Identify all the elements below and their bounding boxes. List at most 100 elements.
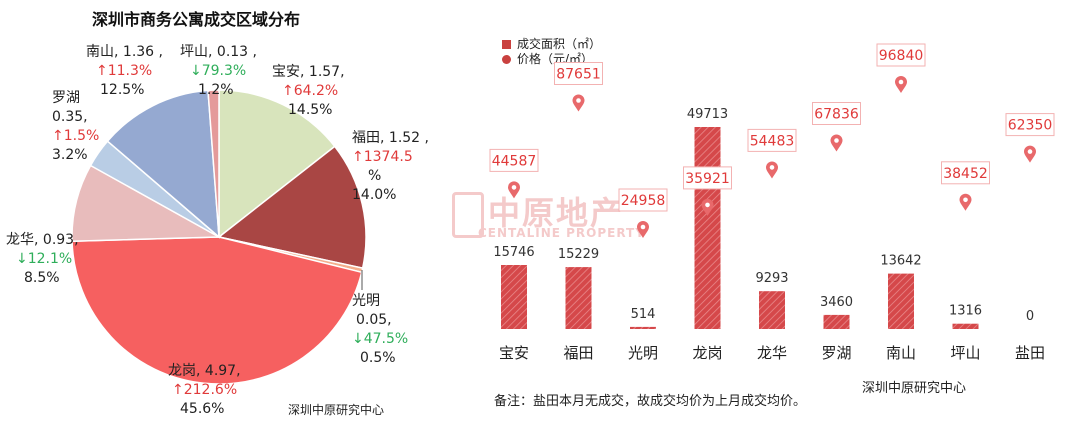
pie-label-futian-change-tail: % xyxy=(368,168,382,184)
category-label-7: 坪山 xyxy=(950,344,980,362)
price-marker-hole-6 xyxy=(898,79,904,85)
price-marker-hole-8 xyxy=(1027,149,1033,154)
pie-label-luohu-value: 0.35, xyxy=(52,109,88,125)
pie-label-guangming-change: ↓47.5% xyxy=(352,331,409,347)
pie-label-luohu-name: 罗湖 xyxy=(52,90,80,106)
pie-label-guangming-pct: 0.5% xyxy=(360,350,396,366)
price-marker-pin-6 xyxy=(895,76,907,93)
bar-4 xyxy=(759,291,785,329)
pie-label-longgang-name: 龙岗, 4.97, xyxy=(168,363,241,379)
price-label-box-5 xyxy=(812,102,861,125)
price-label-2: 24958 xyxy=(621,193,666,209)
price-marker-pin-7 xyxy=(959,193,972,211)
price-label-4: 54483 xyxy=(750,133,795,149)
bar-chart: 15746 宝安 44587 15229 福田 87651 514 光明 24958 49713 龙… xyxy=(489,43,1055,362)
price-marker-hole-7 xyxy=(963,197,968,203)
price-label-box-7 xyxy=(941,161,990,185)
pie-label-futian-change: ↑1374.5 xyxy=(352,149,413,165)
price-label-5: 67836 xyxy=(814,107,859,123)
bar-value-label-6: 13642 xyxy=(880,254,921,269)
category-label-6: 南山 xyxy=(886,344,916,362)
category-label-1: 福田 xyxy=(563,344,593,362)
pie-source-label: 深圳中原研究中心 xyxy=(288,403,385,417)
bar-value-label-2: 514 xyxy=(631,307,656,322)
pie-slice-3 xyxy=(71,236,363,385)
pie-label-longhua-pct: 8.5% xyxy=(24,270,60,286)
pie-label-futian-name: 福田, 1.52 , xyxy=(352,130,429,146)
legend-dot-icon xyxy=(502,55,511,64)
bar-0 xyxy=(501,265,527,329)
pie-label-longgang: 龙岗, 4.97, ↑212.6% 45.6% xyxy=(168,362,241,419)
pie-label-nanshan-name: 南山, 1.36 , xyxy=(86,44,163,60)
pie-label-futian: 福田, 1.52 , ↑1374.5 % 14.0% xyxy=(352,129,429,205)
pie-chart xyxy=(71,89,367,385)
watermark-logo: 中原地产 xyxy=(452,188,624,238)
pie-label-nanshan: 南山, 1.36 , ↑11.3% 12.5% xyxy=(86,43,163,100)
price-marker-pin-2 xyxy=(637,221,649,238)
pie-label-longhua: 龙华, 0.93, ↓12.1% 8.5% xyxy=(6,231,79,288)
pie-label-luohu-change: ↑1.5% xyxy=(52,128,100,144)
pie-label-luohu-pct: 3.2% xyxy=(52,147,88,163)
watermark-badge-icon xyxy=(452,192,484,238)
bar-6 xyxy=(888,273,914,329)
price-label-box-3 xyxy=(683,166,732,190)
price-label-box-0 xyxy=(489,148,539,172)
price-label-8: 62350 xyxy=(1008,118,1053,134)
pie-label-guangming-value: 0.05, xyxy=(356,312,392,328)
price-label-0: 44587 xyxy=(492,153,537,169)
bar-value-label-4: 9293 xyxy=(755,271,788,286)
bar-value-label-1: 15229 xyxy=(558,247,599,262)
price-label-box-4 xyxy=(747,128,797,152)
category-label-2: 光明 xyxy=(628,344,658,362)
price-marker-pin-4 xyxy=(766,161,778,179)
bar-value-label-8: 0 xyxy=(1026,309,1034,324)
pie-label-pingshan-change: ↓79.3% xyxy=(190,63,247,79)
legend-square-icon xyxy=(502,40,511,49)
bar-value-label-5: 3460 xyxy=(820,295,853,310)
pie-label-futian-pct: 14.0% xyxy=(352,187,397,203)
bar-source-label: 深圳中原研究中心 xyxy=(862,381,967,396)
pie-label-baoan: 宝安, 1.57, ↑64.2% 14.5% xyxy=(272,63,345,120)
pie-label-pingshan-pct: 1.2% xyxy=(198,82,234,98)
category-label-0: 宝安 xyxy=(499,344,529,362)
pie-label-longgang-change: ↑212.6% xyxy=(172,382,238,398)
legend-area-label: 成交面积（㎡） xyxy=(517,37,602,51)
price-label-7: 38452 xyxy=(943,166,988,182)
price-label-box-1 xyxy=(554,62,603,85)
pie-chart-title: 深圳市商务公寓成交区域分布 xyxy=(92,10,301,29)
price-label-3: 35921 xyxy=(685,171,730,187)
category-label-5: 罗湖 xyxy=(821,344,851,362)
pie-slice-6 xyxy=(106,89,220,239)
bar-value-label-3: 49713 xyxy=(687,107,728,122)
bar-1 xyxy=(565,267,592,329)
price-marker-pin-8 xyxy=(1024,145,1036,163)
price-label-box-6 xyxy=(876,43,926,67)
pie-slice-1 xyxy=(217,145,367,270)
category-label-8: 盐田 xyxy=(1015,344,1045,362)
price-marker-hole-1 xyxy=(576,98,581,103)
bar-3 xyxy=(694,127,721,329)
pie-label-baoan-name: 宝安, 1.57, xyxy=(272,64,345,80)
watermark-subtitle: CENTALINE PROPERTY xyxy=(478,226,645,240)
price-marker-hole-0 xyxy=(511,185,517,190)
pie-label-luohu: 罗湖 0.35, ↑1.5% 3.2% xyxy=(52,89,99,165)
pie-label-pingshan-name: 坪山, 0.13 , xyxy=(180,44,257,60)
price-marker-hole-3 xyxy=(705,202,710,208)
pie-label-guangming: 光明 0.05, ↓47.5% 0.5% xyxy=(352,292,408,368)
pie-label-guangming-name: 光明 xyxy=(352,293,380,309)
bar-7 xyxy=(952,323,979,329)
price-marker-pin-0 xyxy=(508,181,520,199)
pie-label-nanshan-change: ↑11.3% xyxy=(96,63,153,79)
pie-label-baoan-pct: 14.5% xyxy=(288,102,333,118)
bar-value-label-7: 1316 xyxy=(949,304,982,319)
pie-label-baoan-change: ↑64.2% xyxy=(282,83,339,99)
price-marker-hole-2 xyxy=(640,224,646,230)
bar-value-label-0: 15746 xyxy=(493,245,534,260)
price-label-1: 87651 xyxy=(556,67,601,83)
price-marker-pin-1 xyxy=(572,94,585,112)
pie-label-pingshan: 坪山, 0.13 , ↓79.3% 1.2% xyxy=(180,43,257,100)
pie-label-longhua-name: 龙华, 0.93, xyxy=(6,232,79,248)
category-label-4: 龙华 xyxy=(757,344,787,362)
bar-2 xyxy=(630,326,656,329)
pie-label-nanshan-pct: 12.5% xyxy=(100,82,145,98)
